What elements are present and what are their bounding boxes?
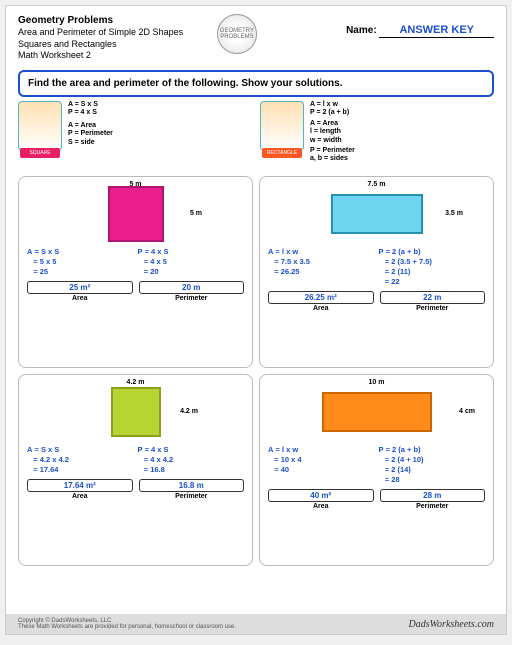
problem-cell: 5 m 5 m A = S x S = 5 x 5 = 25 P = 4 x S…: [18, 176, 253, 368]
perim-label: Perimeter: [139, 295, 245, 302]
area-value: 26.25 m²: [268, 291, 374, 304]
area-calc: A = S x S = 5 x 5 = 25: [27, 247, 134, 277]
perim-value: 22 m: [380, 291, 486, 304]
perim-calc: P = 2 (a + b) = 2 (3.5 + 7.5) = 2 (11) =…: [379, 247, 486, 288]
perim-calc: P = 4 x S = 4 x 4.2 = 16.8: [138, 445, 245, 475]
problem-cell: 10 m 4 cm A = l x w = 10 x 4 = 40 P = 2 …: [259, 374, 494, 566]
area-label: Area: [27, 295, 133, 302]
header-text: Geometry Problems Area and Perimeter of …: [18, 14, 209, 62]
name-field: Name: ANSWER KEY: [265, 14, 494, 62]
dim-top: 10 m: [369, 379, 385, 386]
area-calc: A = l x w = 10 x 4 = 40: [268, 445, 375, 486]
square-avatar-icon: [18, 101, 62, 151]
perim-result: 22 m Perimeter: [380, 291, 486, 312]
worksheet-page: Geometry Problems Area and Perimeter of …: [5, 5, 507, 635]
footer-brand: DadsWorksheets.com: [409, 619, 494, 630]
area-calc: A = l x w = 7.5 x 3.5 = 26.25: [268, 247, 375, 288]
dim-top: 5 m: [129, 181, 141, 188]
footer: Copyright © DadsWorksheets, LLC These Ma…: [6, 614, 506, 634]
dim-side: 4 cm: [459, 408, 475, 415]
perim-label: Perimeter: [380, 503, 486, 510]
perim-label: Perimeter: [139, 493, 245, 500]
dim-side: 4.2 m: [180, 408, 198, 415]
subtitle-3: Math Worksheet 2: [18, 50, 209, 62]
name-label: Name:: [346, 25, 377, 36]
answer-key: ANSWER KEY: [379, 24, 494, 38]
shape-area: 7.5 m 3.5 m: [268, 183, 485, 245]
area-label: Area: [27, 493, 133, 500]
area-calc: A = S x S = 4.2 x 4.2 = 17.64: [27, 445, 134, 475]
area-result: 25 m² Area: [27, 281, 133, 302]
problems-grid: 5 m 5 m A = S x S = 5 x 5 = 25 P = 4 x S…: [18, 176, 494, 566]
instruction-box: Find the area and perimeter of the follo…: [18, 70, 494, 97]
shape-area: 10 m 4 cm: [268, 381, 485, 443]
shape-area: 5 m 5 m: [27, 183, 244, 245]
title: Geometry Problems: [18, 14, 209, 27]
dim-top: 7.5 m: [368, 181, 386, 188]
subtitle-1: Area and Perimeter of Simple 2D Shapes: [18, 27, 209, 39]
header: Geometry Problems Area and Perimeter of …: [6, 6, 506, 66]
subtitle-2: Squares and Rectangles: [18, 39, 209, 51]
perim-result: 28 m Perimeter: [380, 489, 486, 510]
perim-value: 20 m: [139, 281, 245, 294]
perim-value: 16.8 m: [139, 479, 245, 492]
dim-side: 3.5 m: [445, 210, 463, 217]
shape-square: [111, 387, 161, 437]
footer-left: Copyright © DadsWorksheets, LLC These Ma…: [18, 618, 236, 630]
area-result: 17.64 m² Area: [27, 479, 133, 500]
results-row: 40 m² Area 28 m Perimeter: [268, 489, 485, 510]
problem-cell: 7.5 m 3.5 m A = l x w = 7.5 x 3.5 = 26.2…: [259, 176, 494, 368]
dim-side: 5 m: [190, 210, 202, 217]
square-formula: A = S x S P = 4 x S A = Area P = Perimet…: [18, 101, 252, 164]
perim-calc: P = 4 x S = 4 x 5 = 20: [138, 247, 245, 277]
calculations: A = l x w = 10 x 4 = 40 P = 2 (a + b) = …: [268, 445, 485, 486]
area-label: Area: [268, 305, 374, 312]
problem-cell: 4.2 m 4.2 m A = S x S = 4.2 x 4.2 = 17.6…: [18, 374, 253, 566]
results-row: 25 m² Area 20 m Perimeter: [27, 281, 244, 302]
shape-rect: [322, 392, 432, 432]
shape-rect: [331, 194, 423, 234]
calculations: A = S x S = 5 x 5 = 25 P = 4 x S = 4 x 5…: [27, 247, 244, 277]
perim-value: 28 m: [380, 489, 486, 502]
results-row: 26.25 m² Area 22 m Perimeter: [268, 291, 485, 312]
area-result: 26.25 m² Area: [268, 291, 374, 312]
shape-square: [108, 186, 164, 242]
results-row: 17.64 m² Area 16.8 m Perimeter: [27, 479, 244, 500]
calculations: A = S x S = 4.2 x 4.2 = 17.64 P = 4 x S …: [27, 445, 244, 475]
area-value: 17.64 m²: [27, 479, 133, 492]
area-value: 25 m²: [27, 281, 133, 294]
shape-area: 4.2 m 4.2 m: [27, 381, 244, 443]
dim-top: 4.2 m: [127, 379, 145, 386]
perim-result: 16.8 m Perimeter: [139, 479, 245, 500]
calculations: A = l x w = 7.5 x 3.5 = 26.25 P = 2 (a +…: [268, 247, 485, 288]
rect-formula: A = l x w P = 2 (a + b) A = Area l = len…: [260, 101, 494, 164]
rect-legend: A = l x w P = 2 (a + b) A = Area l = len…: [310, 101, 355, 164]
area-result: 40 m² Area: [268, 489, 374, 510]
area-label: Area: [268, 503, 374, 510]
formula-row: A = S x S P = 4 x S A = Area P = Perimet…: [18, 101, 494, 164]
perim-label: Perimeter: [380, 305, 486, 312]
area-value: 40 m²: [268, 489, 374, 502]
rect-avatar-icon: [260, 101, 304, 151]
perim-calc: P = 2 (a + b) = 2 (4 + 10) = 2 (14) = 28: [379, 445, 486, 486]
perim-result: 20 m Perimeter: [139, 281, 245, 302]
square-legend: A = S x S P = 4 x S A = Area P = Perimet…: [68, 101, 113, 147]
logo-icon: GEOMETRY PROBLEMS: [217, 14, 257, 54]
